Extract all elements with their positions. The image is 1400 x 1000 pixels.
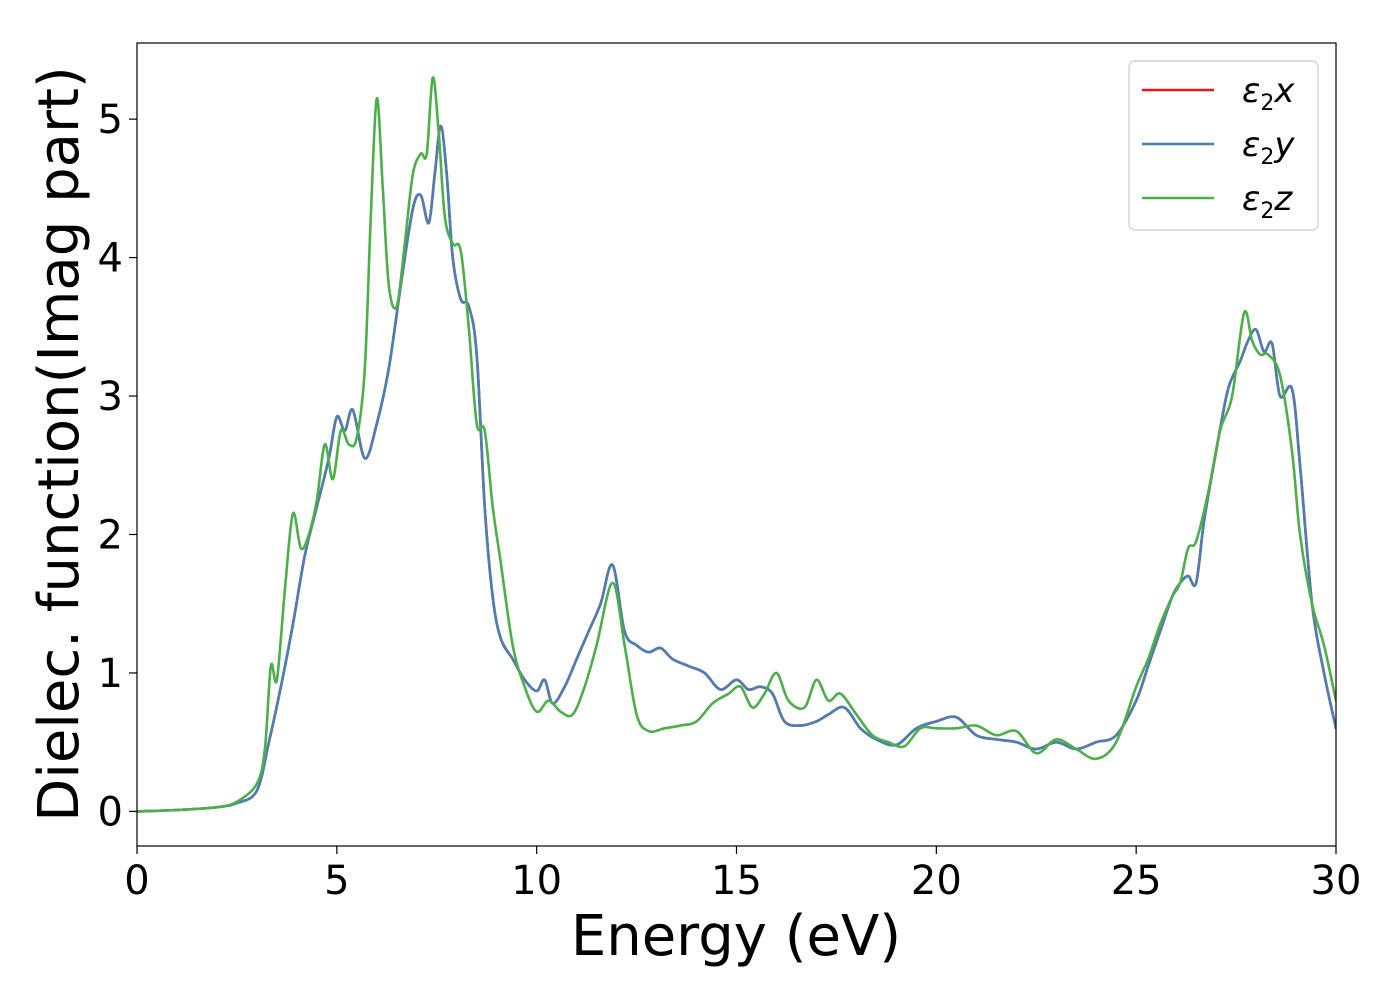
legend-label-subscript: 2: [1260, 145, 1274, 170]
legend-label-y: ε2y: [1242, 125, 1295, 170]
legend-label-subscript: 2: [1260, 199, 1274, 224]
y-tick-label: 2: [98, 512, 123, 558]
y-axis-title: Dielec. function(Imag part): [27, 66, 92, 822]
x-tick-label: 10: [511, 858, 562, 904]
x-tick-label: 0: [124, 858, 149, 904]
y-axis: 0 1 2 3 4 5: [98, 97, 137, 835]
legend-box: [1128, 60, 1319, 231]
series-line-y: [137, 124, 1336, 813]
x-tick-label: 5: [324, 858, 349, 904]
legend-label-variable: y: [1273, 125, 1295, 165]
legend-label-variable: x: [1273, 71, 1295, 111]
legend-label-z: ε2z: [1242, 179, 1293, 224]
x-tick-label: 20: [911, 858, 962, 904]
y-tick-label: 5: [98, 97, 123, 143]
y-tick-label: 4: [98, 236, 123, 282]
y-tick-label: 3: [98, 374, 123, 420]
x-tick-label: 15: [711, 858, 762, 904]
legend-label-symbol: ε: [1242, 71, 1260, 111]
y-tick-label: 0: [98, 789, 123, 835]
x-axis: 0 5 10 15 20 25 30: [124, 846, 1361, 904]
y-tick-label: 1: [98, 651, 123, 697]
x-axis-title: Energy (eV): [571, 904, 901, 969]
legend-label-x: ε2x: [1242, 71, 1295, 116]
x-tick-label: 25: [1111, 858, 1162, 904]
x-tick-label: 30: [1311, 858, 1362, 904]
series-line-z: [137, 76, 1336, 813]
legend-label-variable: z: [1273, 179, 1293, 219]
legend-label-symbol: ε: [1242, 125, 1260, 165]
legend-label-subscript: 2: [1260, 91, 1274, 116]
legend-label-symbol: ε: [1242, 179, 1260, 219]
series-layer: [137, 76, 1336, 813]
